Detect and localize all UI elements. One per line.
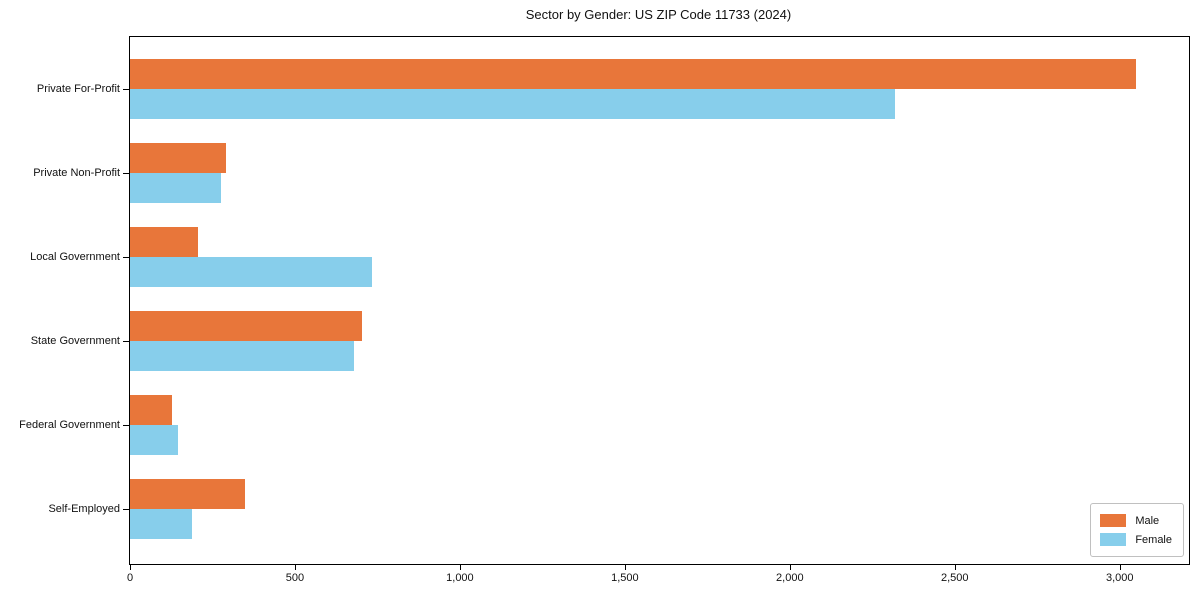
x-axis-tick [954,565,956,570]
x-tick-label-1000: 1,000 [446,572,474,584]
male-swatch [1100,514,1127,527]
y-tick-label-federal-government: Federal Government [19,419,120,431]
y-tick-label-state-government: State Government [30,335,120,347]
bar-male-local-government [130,227,199,257]
x-axis-tick [1119,565,1121,570]
bar-female-private-for-profit [130,89,896,119]
plot-area: Male Female Private For-Profit Private No… [19,36,1190,584]
y-tick-label-private-for-profit: Private For-Profit [36,83,120,95]
bar-male-private-for-profit [130,59,1137,89]
bar-female-local-government [130,257,372,287]
bar-male-federal-government [130,395,173,425]
y-axis-tick [123,425,129,426]
bar-male-self-employed [130,479,245,509]
bar-female-self-employed [130,509,192,539]
x-axis-tick [294,565,296,570]
bar-male-state-government [130,311,362,341]
x-tick-label-1500: 1,500 [611,572,639,584]
bar-female-state-government [130,341,354,371]
x-tick-label-2000: 2,000 [776,572,804,584]
x-tick-label-500: 500 [285,572,305,584]
y-axis-tick [123,341,129,342]
x-axis-tick [130,565,131,570]
x-tick-label-2500: 2,500 [941,572,969,584]
y-tick-label-private-non-profit: Private Non-Profit [33,167,120,179]
y-tick-label-self-employed: Self-Employed [48,503,120,515]
x-axis-tick [459,565,461,570]
x-axis-tick [624,565,626,570]
bar-female-private-non-profit [130,173,222,203]
y-tick-label-local-government: Local Government [30,251,120,263]
female-swatch [1100,533,1127,546]
y-axis-tick [123,509,129,510]
y-axis-tick [123,173,129,174]
legend-entry-female: Female [1100,530,1172,549]
y-axis-tick [123,89,129,90]
legend-label-female: Female [1135,533,1172,546]
bar-male-private-non-profit [130,143,226,173]
legend-label-male: Male [1135,514,1160,527]
x-tick-label-0: 0 [126,572,134,584]
legend-entry-male: Male [1100,511,1172,530]
y-axis-tick [123,257,129,258]
bar-female-federal-government [130,425,179,455]
chart-title: Sector by Gender: US ZIP Code 11733 (202… [525,7,792,22]
x-axis-tick [789,565,791,570]
legend: Male Female [1090,503,1184,557]
x-tick-label-3000: 3,000 [1105,572,1134,584]
